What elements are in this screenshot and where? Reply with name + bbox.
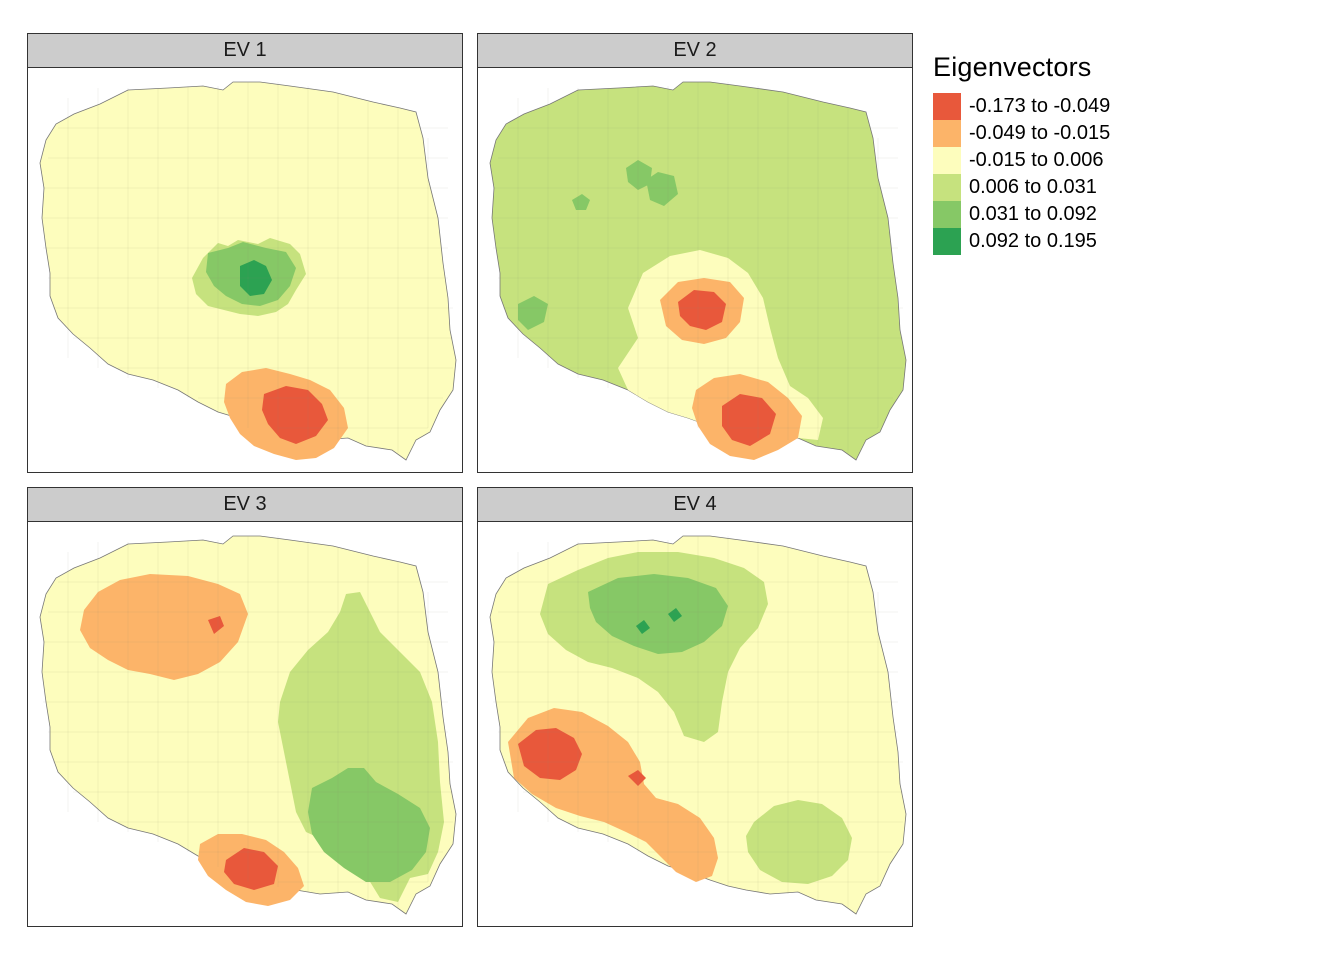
legend-swatch <box>933 120 961 147</box>
cell-boundaries <box>43 82 453 453</box>
map-ev3 <box>27 521 463 927</box>
legend-label: 0.006 to 0.031 <box>969 176 1097 198</box>
panel-ev1: EV 1 <box>27 33 463 473</box>
map-ev4 <box>477 521 913 927</box>
legend-swatch <box>933 93 961 120</box>
legend-swatch <box>933 201 961 228</box>
legend-item: -0.173 to -0.049 <box>933 93 1233 120</box>
map-ev2 <box>477 67 913 473</box>
map-ev1 <box>27 67 463 473</box>
legend-label: -0.173 to -0.049 <box>969 95 1111 117</box>
panel-title: EV 4 <box>477 487 913 522</box>
legend-item: 0.006 to 0.031 <box>933 174 1233 201</box>
legend-title: Eigenvectors <box>933 52 1092 82</box>
legend-swatch <box>933 147 961 174</box>
legend-label: -0.015 to 0.006 <box>969 149 1104 171</box>
panel-title: EV 1 <box>27 33 463 68</box>
panel-ev4: EV 4 <box>477 487 913 927</box>
legend-label: -0.049 to -0.015 <box>969 122 1111 144</box>
legend-swatch <box>933 174 961 201</box>
panel-ev2: EV 2 <box>477 33 913 473</box>
legend-label: 0.031 to 0.092 <box>969 203 1097 225</box>
legend-item: -0.015 to 0.006 <box>933 147 1233 174</box>
legend-item: 0.031 to 0.092 <box>933 201 1233 228</box>
legend: Eigenvectors -0.173 to -0.049 -0.049 to … <box>933 52 1233 255</box>
panel-title: EV 3 <box>27 487 463 522</box>
legend-swatch <box>933 228 961 255</box>
panel-ev3: EV 3 <box>27 487 463 927</box>
legend-item: -0.049 to -0.015 <box>933 120 1233 147</box>
panel-title: EV 2 <box>477 33 913 68</box>
legend-item: 0.092 to 0.195 <box>933 228 1233 255</box>
legend-label: 0.092 to 0.195 <box>969 230 1097 252</box>
